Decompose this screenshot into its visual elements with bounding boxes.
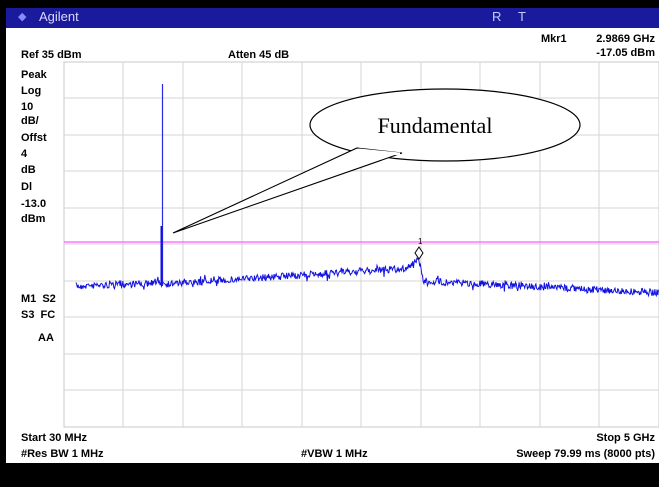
video-bandwidth: #VBW 1 MHz: [301, 448, 368, 460]
marker-level: -17.05 dBm: [596, 47, 655, 59]
offset-label: Offst: [21, 132, 47, 144]
softkey-bar: [6, 463, 659, 487]
offset-value: 4: [21, 148, 28, 160]
display-line-value: -13.0: [21, 198, 47, 210]
spectrum-trace: [75, 256, 659, 298]
trace-line: [75, 256, 659, 298]
spectrum-display: 1 Fundamental: [63, 61, 659, 428]
callout-bubble: Fundamental: [172, 88, 581, 234]
fundamental-spike: [160, 84, 164, 286]
app-icon: ◆: [18, 11, 27, 23]
title-bar: ◆ Agilent R T: [6, 8, 659, 28]
app-title: Agilent: [39, 9, 79, 24]
stop-frequency: Stop 5 GHz: [596, 432, 655, 444]
status-s3-fc: S3 FC: [21, 309, 56, 321]
status-m1-s2: M1 S2: [21, 293, 56, 305]
detector-mode: Peak: [21, 69, 47, 81]
reference-level: Ref 35 dBm: [21, 49, 82, 61]
marker-label: Mkr1: [541, 33, 567, 45]
remote-indicator: R: [492, 9, 502, 24]
status-aa: AA: [38, 332, 54, 344]
offset-unit: dB: [21, 164, 36, 176]
sweep-time: Sweep 79.99 ms (8000 pts): [516, 448, 655, 460]
start-frequency: Start 30 MHz: [21, 432, 88, 444]
display-line-unit: dBm: [21, 213, 46, 225]
analyzer-screen: ◆ Agilent R T Mkr1 2.9869 GHz -17.05 dBm…: [6, 8, 659, 487]
display-line-label: Dl: [21, 181, 32, 193]
scale-unit: dB/: [21, 115, 39, 127]
resolution-bandwidth: #Res BW 1 MHz: [21, 448, 104, 460]
trigger-indicator: T: [518, 9, 526, 24]
marker-number: 1: [418, 237, 423, 246]
scale-type: Log: [21, 85, 42, 97]
attenuation: Atten 45 dB: [228, 49, 290, 61]
marker-frequency: 2.9869 GHz: [596, 33, 655, 45]
scale-value: 10: [21, 101, 34, 113]
marker-diamond: 1: [414, 237, 424, 260]
callout-text: Fundamental: [378, 113, 493, 138]
